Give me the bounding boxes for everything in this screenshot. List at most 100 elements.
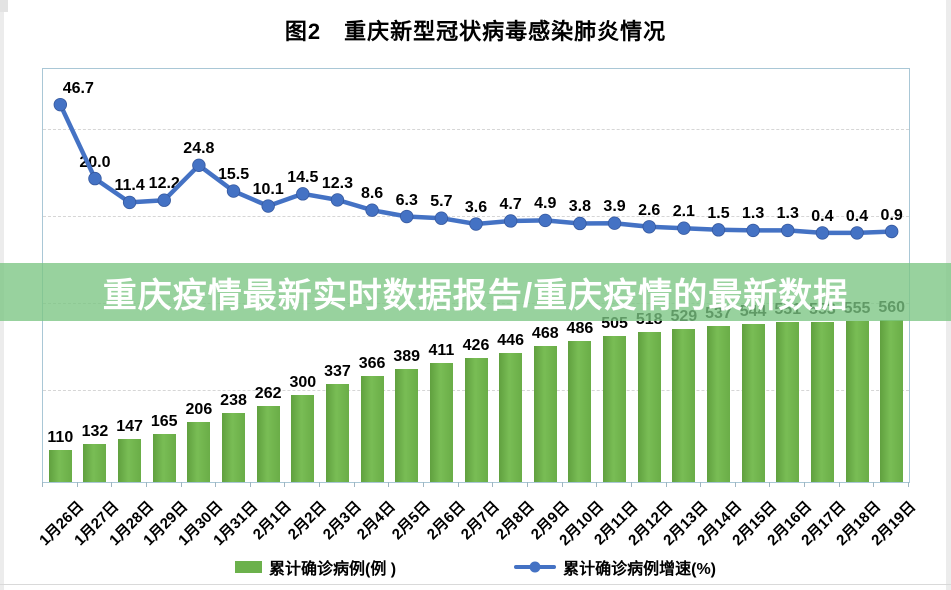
axis-tick: [423, 482, 425, 487]
line-value-label: 2.1: [672, 203, 695, 221]
line-value-label: 1.3: [741, 205, 765, 223]
x-axis-label: 2月6日: [423, 498, 469, 544]
bar-value-label: 366: [358, 354, 386, 372]
axis-tick: [457, 482, 459, 487]
bar-2月5日: [395, 369, 419, 482]
bottom-edge-line: [0, 584, 951, 585]
line-value-label: 14.5: [287, 168, 319, 186]
line-point: [157, 193, 171, 207]
line-value-label: 0.9: [880, 206, 903, 224]
bar-series-swatch-icon: [235, 561, 262, 573]
legend-item-line: 累计确诊病例增速(%): [514, 555, 716, 579]
line-point: [815, 226, 830, 240]
growth-rate-line: [53, 97, 899, 240]
line-value-label: 46.7: [62, 79, 94, 97]
axis-tick: [596, 482, 598, 487]
axis-tick: [630, 482, 632, 487]
x-axis-label: 2月4日: [354, 498, 400, 544]
line-point: [677, 221, 691, 235]
bar-value-label: 165: [150, 413, 178, 431]
line-value-label: 12.3: [321, 174, 354, 192]
axis-tick: [908, 482, 909, 487]
bar-value-label: 147: [116, 418, 143, 436]
bar-2月3日: [325, 384, 349, 482]
line-point: [503, 214, 518, 228]
line-point: [711, 223, 726, 237]
bar-1月29日: [152, 434, 176, 482]
line-point: [781, 223, 795, 238]
bar-value-label: 337: [324, 363, 351, 381]
bar-value-label: 206: [185, 401, 213, 419]
axis-tick: [561, 482, 563, 487]
line-point: [400, 209, 414, 224]
x-axis-label: 2月5日: [388, 498, 434, 544]
bar-value-label: 389: [393, 348, 421, 366]
axis-tick: [873, 482, 875, 487]
corner-artifact: [0, 0, 8, 12]
axis-tick: [145, 482, 147, 487]
bar-series-label: 累计确诊病例(例 ): [269, 561, 397, 578]
line-point: [226, 184, 241, 198]
axis-tick: [804, 482, 806, 487]
bar-value-label: 238: [220, 391, 247, 409]
bar-2月4日: [360, 375, 384, 482]
bar-2月9日: [533, 346, 557, 482]
line-value-label: 11.4: [114, 177, 145, 195]
x-axis-label: 2月7日: [458, 498, 504, 544]
watermark-banner-text: 重庆疫情最新实时数据报告/重庆疫情的最新数据: [102, 276, 849, 315]
line-value-label: 4.7: [499, 195, 522, 213]
bar-value-label: 468: [531, 325, 559, 343]
line-value-label: 24.8: [183, 140, 215, 158]
bar-2月7日: [464, 358, 488, 482]
bar-2月16日: [776, 322, 800, 482]
gridline: [43, 129, 909, 130]
bar-value-label: 262: [254, 385, 282, 403]
axis-tick: [838, 482, 840, 487]
axis-tick: [180, 482, 182, 487]
line-value-label: 0.4: [845, 207, 869, 225]
line-marker-icon: [529, 561, 541, 573]
bar-2月14日: [706, 326, 730, 482]
bar-value-label: 486: [566, 320, 594, 338]
axis-tick: [111, 482, 113, 487]
line-value-label: 12.2: [148, 175, 180, 193]
line-value-label: 4.9: [534, 195, 557, 213]
x-axis-label: 2月2日: [284, 498, 330, 544]
line-value-label: 5.7: [430, 193, 453, 211]
line-value-label: 2.6: [638, 201, 661, 219]
axis-tick: [700, 482, 702, 487]
chart-title: 图2 重庆新型冠状病毒感染肺炎情况: [284, 19, 667, 44]
bar-1月28日: [118, 439, 142, 482]
bar-1月27日: [83, 443, 107, 482]
bar-2月17日: [810, 321, 834, 482]
bar-value-label: 132: [81, 422, 109, 440]
bar-2月10日: [568, 341, 592, 482]
bar-value-label: 446: [497, 331, 524, 349]
line-value-label: 3.6: [464, 199, 488, 217]
line-point: [434, 211, 449, 225]
bar-value-label: 300: [289, 374, 317, 391]
line-point: [884, 224, 899, 239]
line-point: [88, 171, 102, 186]
axis-tick: [665, 482, 667, 487]
line-point: [261, 199, 275, 213]
bar-value-label: 110: [47, 429, 74, 447]
line-point: [192, 158, 206, 173]
line-point: [573, 216, 587, 231]
axis-tick: [526, 482, 528, 487]
line-series-label: 累计确诊病例增速(%): [563, 561, 716, 578]
bar-2月2日: [291, 395, 315, 482]
line-point: [746, 223, 760, 238]
line-series-swatch-icon: [514, 561, 557, 573]
bar-value-label: 411: [428, 341, 455, 359]
bar-2月6日: [429, 362, 453, 482]
line-value-label: 3.9: [603, 198, 626, 216]
line-value-label: 8.6: [360, 185, 384, 203]
line-point: [330, 193, 345, 207]
line-value-label: 15.5: [217, 166, 250, 184]
line-point: [53, 97, 68, 112]
line-point: [538, 213, 552, 228]
axis-tick: [388, 482, 390, 487]
line-point: [607, 216, 622, 230]
